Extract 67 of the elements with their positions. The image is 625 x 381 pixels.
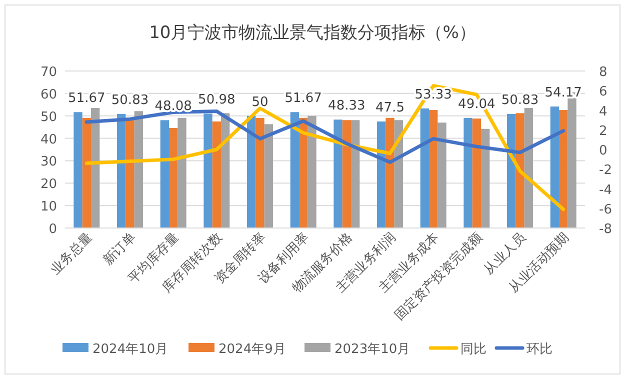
legend-label: 同比 <box>460 342 486 357</box>
bar <box>169 128 178 228</box>
y2-tick-label: 4 <box>599 104 608 120</box>
bar <box>420 108 429 228</box>
bar <box>74 112 82 228</box>
bar <box>516 113 524 228</box>
bar <box>264 124 273 228</box>
y-tick-label: 70 <box>40 65 57 80</box>
data-label: 50.83 <box>111 92 149 108</box>
bar <box>429 110 438 228</box>
y-tick-label: 50 <box>40 110 57 125</box>
bar <box>377 121 386 228</box>
y2-tick-label: 8 <box>599 65 608 80</box>
bar <box>334 120 342 228</box>
y2-tick-label: 2 <box>599 124 608 139</box>
bar <box>559 110 568 228</box>
bar <box>212 121 221 228</box>
bar <box>247 116 256 228</box>
bar <box>472 118 481 228</box>
data-label: 50 <box>252 94 268 110</box>
bar <box>91 108 100 228</box>
data-label: 47.5 <box>376 100 404 116</box>
bar <box>481 128 490 228</box>
bar <box>464 118 472 228</box>
bar <box>299 118 308 228</box>
data-label: 48.08 <box>154 99 192 114</box>
y2-tick-label: 0 <box>599 144 608 158</box>
data-label: 50.98 <box>198 92 236 108</box>
bar <box>438 122 446 228</box>
data-label: 50.83 <box>501 92 539 108</box>
bar <box>351 120 360 228</box>
y-tick-label: 0 <box>48 222 57 237</box>
y2-tick-label: -6 <box>599 202 612 218</box>
legend-label: 环比 <box>526 342 552 357</box>
bar <box>134 111 143 228</box>
y-tick-label: 60 <box>40 87 57 102</box>
bar <box>82 118 91 228</box>
data-label: 48.33 <box>328 98 366 114</box>
y-tick-label: 30 <box>40 154 57 170</box>
y2-tick-label: -4 <box>599 182 612 198</box>
bar <box>308 116 316 228</box>
bar <box>507 114 516 228</box>
y2-tick-label: -8 <box>599 222 612 237</box>
y-tick-label: 20 <box>40 177 57 192</box>
y2-tick-label: -2 <box>599 163 612 178</box>
bar <box>221 113 230 228</box>
data-label: 51.67 <box>284 91 322 106</box>
legend-label: 2023年10月 <box>334 342 410 357</box>
legend-label: 2024年10月 <box>92 342 168 357</box>
bar <box>204 114 212 228</box>
y-tick-label: 10 <box>40 200 57 215</box>
y-tick-label: 40 <box>40 132 57 148</box>
legend-label: 2024年9月 <box>218 342 286 357</box>
bar <box>550 106 559 228</box>
bar <box>178 118 186 228</box>
data-label: 51.67 <box>68 91 106 106</box>
bar <box>290 112 299 228</box>
bar <box>126 118 134 228</box>
bar <box>342 120 351 228</box>
bar <box>160 120 169 228</box>
bar <box>524 108 533 228</box>
chart-title: 10月宁波市物流业景气指数分项指标（%） <box>149 23 476 43</box>
bar <box>256 118 264 228</box>
data-label: 54.17 <box>544 86 582 101</box>
y2-tick-label: 6 <box>599 84 608 100</box>
bar <box>386 118 394 228</box>
bar <box>117 114 126 228</box>
